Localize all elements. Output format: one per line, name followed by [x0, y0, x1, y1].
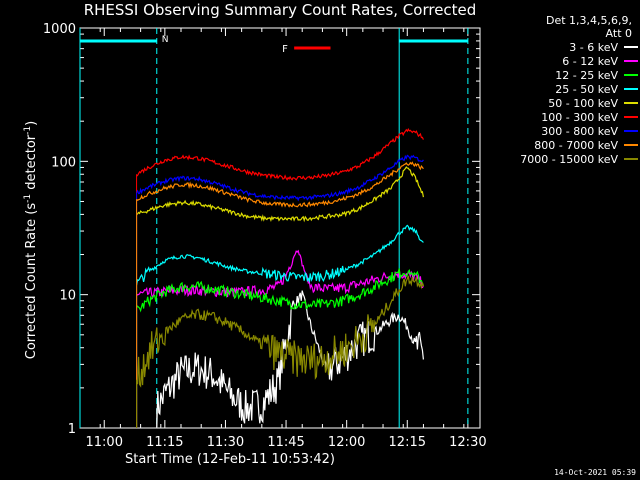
legend-label: 50 - 100 keV [548, 96, 618, 110]
series-line-6 [136, 154, 424, 202]
legend-item: 300 - 800 keV [480, 124, 638, 138]
chart-title: RHESSI Observing Summary Count Rates, Co… [83, 1, 477, 19]
legend-swatch [624, 116, 638, 118]
x-axis-label: Start Time (12-Feb-11 10:53:42) [125, 452, 335, 467]
legend-label: 12 - 25 keV [555, 68, 618, 82]
legend-item: 7000 - 15000 keV [480, 152, 638, 166]
x-tick-label-5: 12:15 [389, 435, 426, 450]
x-tick-label-6: 12:30 [449, 435, 486, 450]
x-tick-label-3: 11:45 [267, 435, 304, 450]
series-line-3 [136, 224, 424, 286]
legend-swatch [624, 88, 638, 90]
y-axis-label-main: Corrected Count Rate (s [24, 202, 40, 360]
series-line-2 [136, 268, 424, 313]
legend-label: 7000 - 15000 keV [520, 152, 618, 166]
legend-label: 6 - 12 keV [562, 54, 618, 68]
legend-swatch [624, 130, 638, 132]
y-axis-label-mid: detector [24, 134, 40, 194]
series-line-5 [136, 127, 424, 181]
legend-item: 50 - 100 keV [480, 96, 638, 110]
y-axis-label: Corrected Count Rate (s-1 detector-1) [23, 121, 39, 359]
legend-swatch [624, 74, 638, 76]
legend-item: 12 - 25 keV [480, 68, 638, 82]
legend-item: 25 - 50 keV [480, 82, 638, 96]
legend-label: 100 - 300 keV [541, 110, 618, 124]
y-tick-label-3: 1000 [43, 22, 76, 37]
y-axis-label-sup1: -1 [22, 193, 33, 203]
x-tick-label-1: 11:15 [146, 435, 183, 450]
legend-label: 800 - 7000 keV [534, 138, 618, 152]
legend-swatch [624, 144, 638, 146]
y-axis-label-end: ) [24, 120, 40, 126]
legend-swatch [624, 60, 638, 62]
series-line-4 [136, 166, 424, 223]
y-tick-label-2: 100 [51, 155, 76, 170]
y-tick-label-0: 1 [68, 422, 76, 437]
legend-label: 25 - 50 keV [555, 82, 618, 96]
night-marker-label-0: N [162, 35, 169, 45]
legend-header-line2: Att 0 [605, 27, 632, 40]
legend-label: 300 - 800 keV [541, 124, 618, 138]
legend-item: 800 - 7000 keV [480, 138, 638, 152]
x-tick-label-4: 12:00 [328, 435, 365, 450]
legend-rows: 3 - 6 keV 6 - 12 keV 12 - 25 keV 25 - 50 ke… [480, 40, 638, 166]
series-line-0 [156, 290, 424, 428]
legend-header-line1: Det 1,3,4,5,6,9, [545, 14, 632, 27]
legend-item: 3 - 6 keV [480, 40, 638, 54]
flare-marker-label: F [282, 44, 288, 55]
timestamp: 14-Oct-2021 05:39 [554, 468, 636, 477]
y-axis-label-sup2: -1 [22, 125, 33, 135]
x-tick-label-0: 11:00 [86, 435, 123, 450]
legend-item: 6 - 12 keV [480, 54, 638, 68]
series-line-8 [136, 275, 424, 388]
y-tick-label-1: 10 [59, 289, 76, 304]
legend-swatch [624, 158, 638, 160]
legend-label: 3 - 6 keV [569, 40, 618, 54]
legend-swatch [624, 102, 638, 104]
legend: Det 1,3,4,5,6,9, Att 0 3 - 6 keV 6 - 12 k… [480, 14, 638, 166]
legend-item: 100 - 300 keV [480, 110, 638, 124]
legend-swatch [624, 46, 638, 48]
series-line-7 [136, 161, 424, 208]
x-tick-label-2: 11:30 [207, 435, 244, 450]
